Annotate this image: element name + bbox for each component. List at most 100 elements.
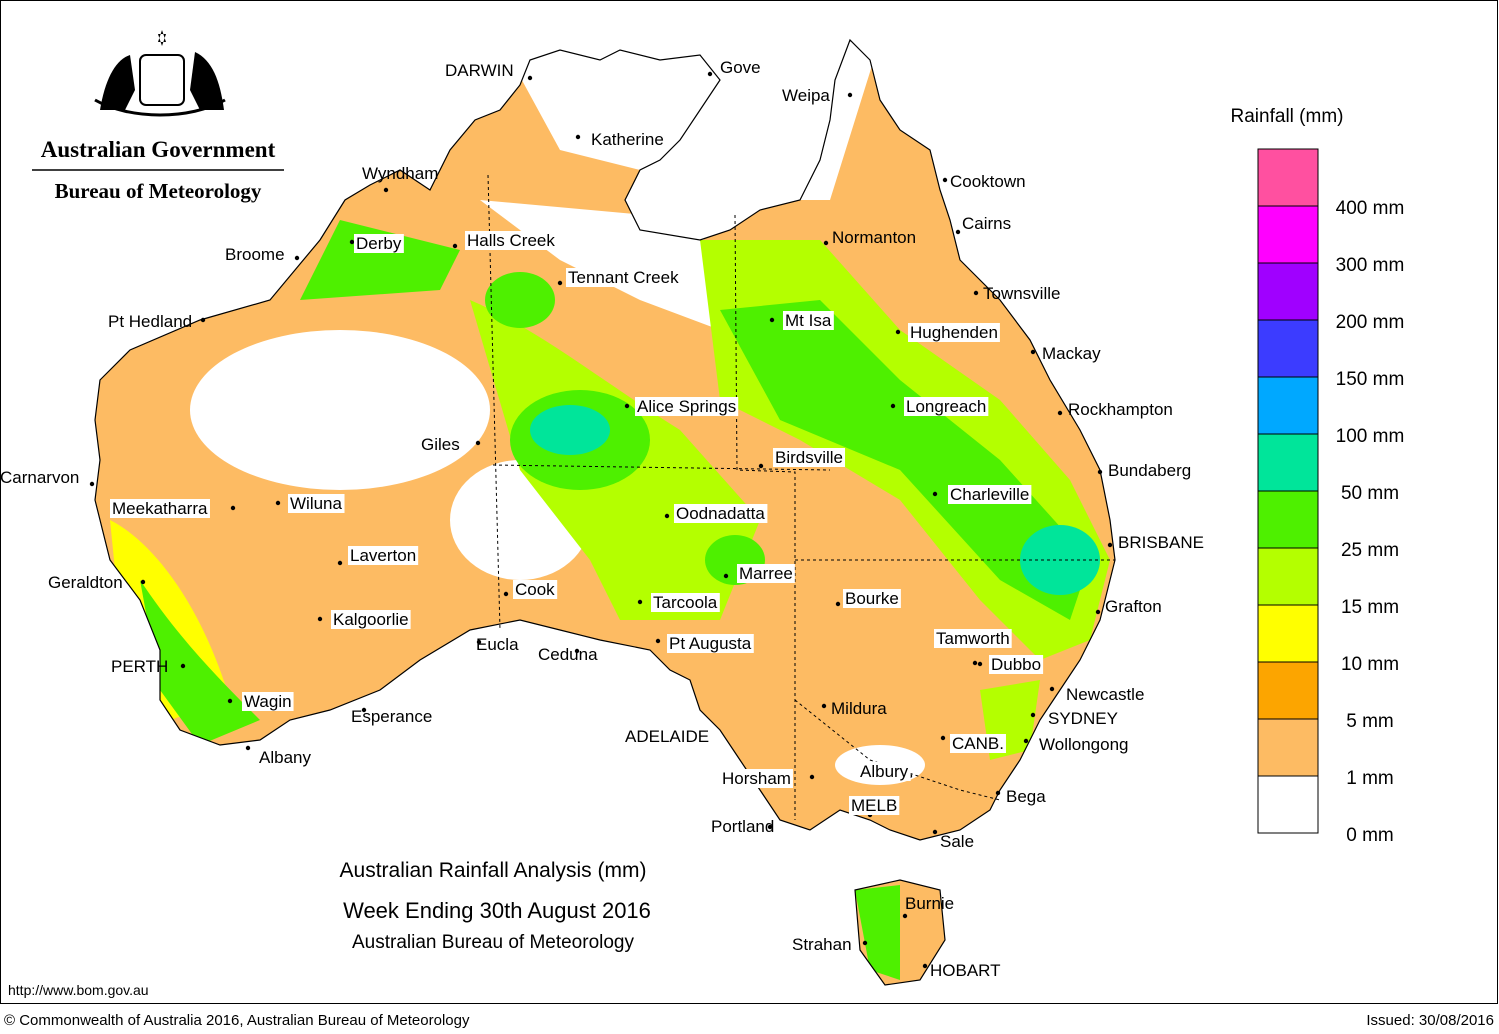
- city-dot: [294, 255, 300, 261]
- wattle: [94, 98, 226, 117]
- city-dot: [475, 440, 481, 446]
- city-dot: [835, 601, 841, 607]
- city-label: Alice Springs: [637, 397, 736, 416]
- label-background: [419, 435, 462, 454]
- label-background: [635, 397, 739, 416]
- city-label: Charleville: [950, 485, 1029, 504]
- label-background: [989, 655, 1044, 674]
- shading-wet: [485, 272, 555, 328]
- city-label: Cairns: [962, 214, 1011, 233]
- city-label: Horsham: [722, 769, 791, 788]
- label-background: [354, 234, 404, 253]
- city-label: Newcastle: [1066, 685, 1144, 704]
- legend-label: 200 mm: [1336, 312, 1405, 333]
- legend-swatch: [1257, 775, 1319, 834]
- label-background: [773, 448, 846, 467]
- city-label: Rockhampton: [1068, 400, 1173, 419]
- city-label: Gove: [720, 58, 761, 77]
- label-background: [513, 580, 558, 599]
- shading-wet: [530, 405, 610, 455]
- city-label: Mackay: [1042, 344, 1101, 363]
- city-dot: [1095, 609, 1101, 615]
- city-label: Albury: [860, 762, 909, 781]
- map-source: Australian Bureau of Meteorology: [352, 932, 634, 953]
- city-label: Birdsville: [775, 448, 843, 467]
- city-label: Meekatharra: [112, 499, 208, 518]
- city-dot: [337, 560, 343, 566]
- city-label: Pt Hedland: [108, 312, 192, 331]
- city-dot: [707, 71, 713, 77]
- city-label: MELB: [851, 796, 897, 815]
- city-dot: [664, 513, 670, 519]
- legend-swatch: [1257, 661, 1319, 720]
- city-dot: [821, 703, 827, 709]
- city-label: Wagin: [244, 692, 292, 711]
- city-label: Derby: [356, 234, 402, 253]
- city-dot: [932, 829, 938, 835]
- shading-wet: [855, 885, 900, 980]
- city-dot: [1107, 542, 1113, 548]
- city-label: Wollongong: [1039, 735, 1128, 754]
- city-dot: [227, 698, 233, 704]
- city-label: Albany: [259, 748, 311, 767]
- city-dot: [655, 638, 661, 644]
- label-background: [674, 504, 768, 523]
- legend-swatch: [1257, 205, 1319, 264]
- legend-label: 0 mm: [1346, 825, 1394, 846]
- city-dot: [1023, 738, 1029, 744]
- city-label: Esperance: [351, 707, 432, 726]
- city-dot: [89, 481, 95, 487]
- city-dot: [361, 707, 367, 713]
- city-dot: [942, 177, 948, 183]
- city-dot: [995, 790, 1001, 796]
- city-dot: [940, 735, 946, 741]
- city-dot: [1030, 712, 1036, 718]
- label-background: [288, 494, 345, 513]
- city-dot: [1097, 469, 1103, 475]
- label-background: [934, 629, 1012, 648]
- city-dot: [847, 92, 853, 98]
- legend-swatch: [1257, 718, 1319, 777]
- label-background: [950, 734, 1006, 753]
- city-label: HOBART: [930, 961, 1001, 980]
- city-label: BRISBANE: [1118, 533, 1204, 552]
- city-dot: [723, 573, 729, 579]
- source-url: http://www.bom.gov.au: [8, 982, 149, 998]
- label-background: [331, 610, 411, 629]
- city-dot: [972, 660, 978, 666]
- city-label: SYDNEY: [1048, 709, 1118, 728]
- legend-swatch: [1257, 262, 1319, 321]
- city-label: Bundaberg: [1108, 461, 1191, 480]
- state-borders: [487, 174, 1115, 820]
- city-label: Wyndham: [362, 164, 438, 183]
- city-label: Hughenden: [910, 323, 998, 342]
- city-label: Wiluna: [290, 494, 343, 513]
- city-label: Pt Augusta: [669, 634, 752, 653]
- border: [794, 699, 1001, 801]
- border: [492, 464, 831, 471]
- city-dot: [1030, 349, 1036, 355]
- city-dot: [758, 463, 764, 469]
- city-label: Tennant Creek: [568, 268, 679, 287]
- city-dot: [575, 134, 581, 140]
- city-dot: [476, 639, 482, 645]
- city-dot: [383, 187, 389, 193]
- legend-label: 5 mm: [1346, 711, 1394, 732]
- city-label: DARWIN: [445, 61, 514, 80]
- label-background: [667, 634, 754, 653]
- city-dot: [1057, 410, 1063, 416]
- issued-date: Issued: 30/08/2016: [1366, 1012, 1494, 1029]
- city-label: Giles: [421, 435, 460, 454]
- label-background: [242, 692, 294, 711]
- label-background: [110, 499, 210, 518]
- legend-label: 400 mm: [1336, 198, 1405, 219]
- legend-label: 100 mm: [1336, 426, 1405, 447]
- city-label: Townsville: [983, 284, 1060, 303]
- city-label: Eucla: [476, 635, 519, 654]
- legend-swatch: [1257, 319, 1319, 378]
- shield: [139, 54, 185, 106]
- city-dot: [1049, 686, 1055, 692]
- city-dot: [862, 940, 868, 946]
- city-label: Portland: [711, 817, 774, 836]
- city-dot: [977, 661, 983, 667]
